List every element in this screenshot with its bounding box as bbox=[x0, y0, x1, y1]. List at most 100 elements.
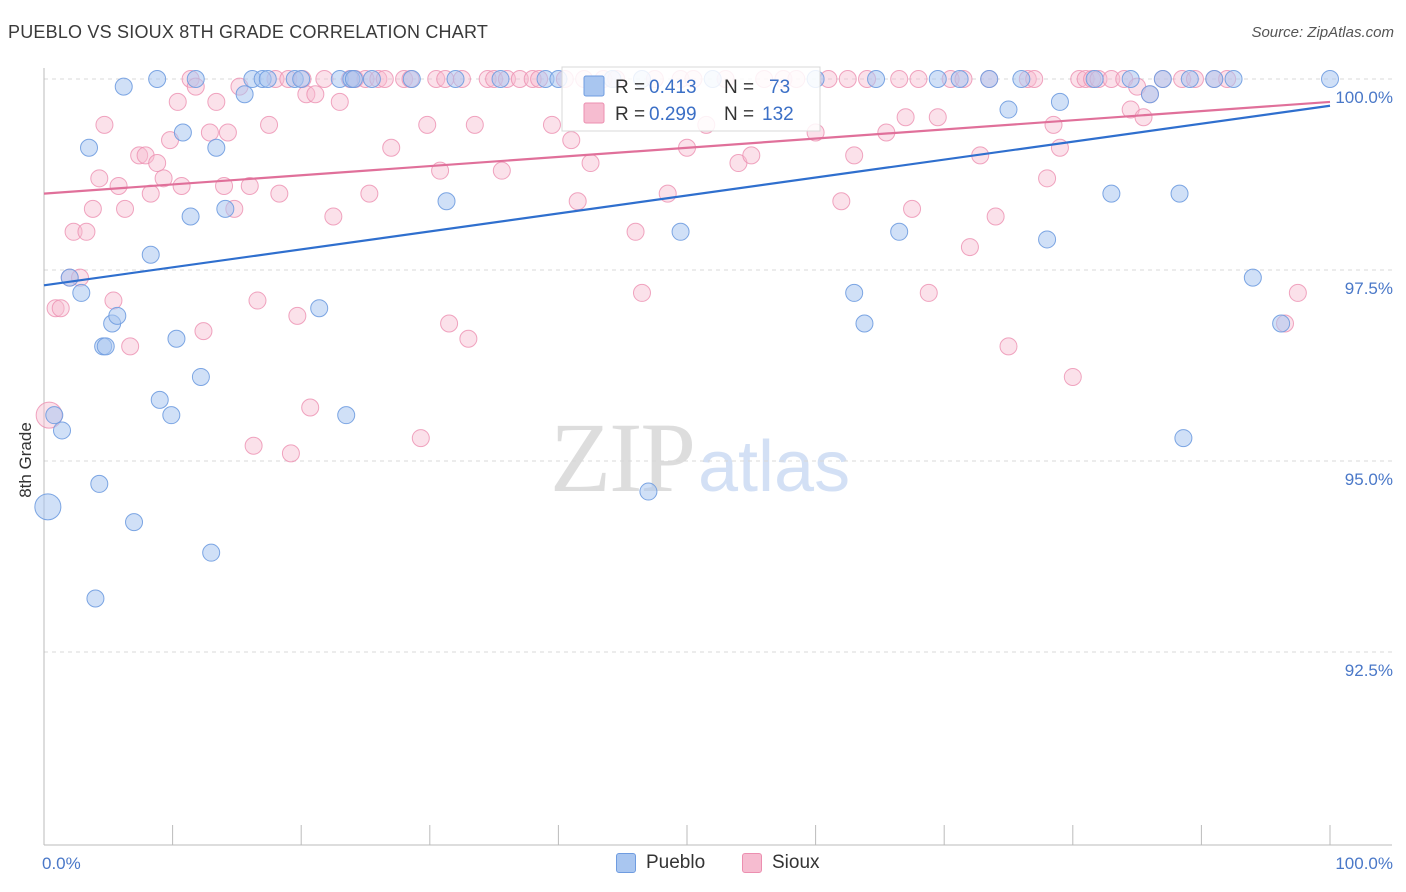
trend-line-pueblo bbox=[43, 104, 1331, 287]
pueblo-point-41 bbox=[491, 70, 510, 88]
sioux-point-101 bbox=[890, 70, 909, 88]
pueblo-point-66 bbox=[1170, 184, 1189, 203]
legend-n-label-sioux: N = bbox=[724, 104, 754, 125]
y-tick-labels: 100.0% 97.5% 95.0% 92.5% bbox=[1335, 88, 1393, 680]
sioux-point-64 bbox=[465, 115, 484, 134]
sioux-point-11 bbox=[109, 176, 128, 195]
pueblo-point-58 bbox=[1012, 70, 1031, 88]
pueblo-point-65 bbox=[1153, 70, 1172, 88]
legend-item-sioux[interactable]: Sioux bbox=[742, 852, 820, 874]
pueblo-point-32 bbox=[310, 299, 329, 318]
sioux-point-58 bbox=[427, 70, 446, 88]
sioux-point-44 bbox=[315, 70, 334, 88]
sioux-point-32 bbox=[244, 436, 263, 455]
sioux-point-18 bbox=[154, 169, 173, 188]
grid-layer bbox=[44, 78, 1392, 653]
sioux-point-104 bbox=[909, 70, 928, 88]
sioux-point-69 bbox=[510, 70, 529, 88]
pueblo-point-61 bbox=[1085, 70, 1104, 88]
y-tick-label-1: 97.5% bbox=[1345, 279, 1393, 298]
sioux-point-61 bbox=[440, 314, 459, 333]
sioux-point-102 bbox=[896, 108, 915, 127]
pueblo-point-46 bbox=[639, 482, 658, 501]
sioux-point-77 bbox=[581, 154, 600, 173]
pueblo-point-23 bbox=[202, 543, 221, 562]
pueblo-point-52 bbox=[867, 70, 886, 88]
sioux-point-12 bbox=[116, 199, 135, 218]
trend-lines bbox=[43, 100, 1331, 287]
sioux-point-90 bbox=[742, 146, 761, 165]
stats-legend-frame bbox=[561, 66, 821, 132]
sioux-point-28 bbox=[218, 123, 237, 142]
y-tick-label-3: 92.5% bbox=[1345, 661, 1393, 680]
pueblo-point-47 bbox=[671, 222, 690, 241]
pueblo-point-60 bbox=[1050, 92, 1069, 111]
sioux-point-8 bbox=[90, 169, 109, 188]
pueblo-point-31 bbox=[292, 70, 311, 88]
pueblo-point-68 bbox=[1180, 70, 1199, 88]
pueblo-point-55 bbox=[950, 70, 969, 88]
sioux-point-50 bbox=[360, 184, 379, 203]
legend-swatch-sioux-bottom bbox=[742, 853, 762, 873]
sioux-point-6 bbox=[77, 222, 96, 241]
pueblo-point-19 bbox=[173, 123, 192, 142]
pueblo-point-51 bbox=[855, 314, 874, 333]
sioux-point-33 bbox=[248, 291, 267, 310]
legend-swatch-sioux bbox=[583, 102, 605, 124]
legend-item-pueblo[interactable]: Pueblo bbox=[616, 852, 705, 874]
sioux-point-136 bbox=[1288, 283, 1307, 302]
pueblo-point-69 bbox=[1205, 70, 1224, 88]
sioux-point-57 bbox=[418, 115, 437, 134]
sioux-point-45 bbox=[324, 207, 343, 226]
pueblo-point-22 bbox=[191, 367, 210, 386]
pueblo-point-17 bbox=[162, 406, 181, 425]
legend-r-value-sioux: 0.299 bbox=[649, 104, 697, 125]
sioux-point-1 bbox=[46, 299, 65, 318]
pueblo-point-71 bbox=[1243, 268, 1262, 287]
pueblo-point-24 bbox=[207, 138, 226, 157]
pueblo-point-53 bbox=[890, 222, 909, 241]
pueblo-point-6 bbox=[86, 589, 105, 608]
axis-layer bbox=[43, 68, 1392, 846]
legend-n-label-pueblo: N = bbox=[724, 77, 754, 98]
pueblo-point-21 bbox=[186, 70, 205, 88]
sioux-point-75 bbox=[568, 192, 587, 211]
pueblo-point-9 bbox=[96, 337, 115, 356]
pueblo-point-64 bbox=[1140, 85, 1159, 104]
sioux-point-72 bbox=[542, 115, 561, 134]
pueblo-point-67 bbox=[1174, 429, 1193, 448]
sioux-point-39 bbox=[288, 306, 307, 325]
sioux-point-106 bbox=[928, 108, 947, 127]
sioux-point-46 bbox=[330, 92, 349, 111]
pueblo-point-25 bbox=[216, 199, 235, 218]
series-legend: Pueblo Sioux bbox=[0, 850, 1406, 878]
sioux-point-17 bbox=[148, 154, 167, 173]
source-label[interactable]: Source: ZipAtlas.com bbox=[1251, 24, 1394, 41]
chart-title: PUEBLO VS SIOUX 8TH GRADE CORRELATION CH… bbox=[8, 22, 489, 42]
pueblo-point-73 bbox=[1321, 70, 1339, 88]
x-tick-labels: 0.0% 100.0% bbox=[42, 854, 1393, 873]
sioux-point-7 bbox=[83, 199, 102, 218]
pueblo-point-18 bbox=[167, 329, 186, 348]
pueblo-point-57 bbox=[999, 100, 1018, 119]
sioux-point-14 bbox=[130, 146, 149, 165]
sioux-point-43 bbox=[306, 85, 325, 104]
sioux-point-9 bbox=[95, 115, 114, 134]
pueblo-point-39 bbox=[437, 192, 456, 211]
pueblo-point-29 bbox=[258, 70, 277, 88]
pueblo-point-59 bbox=[1038, 230, 1057, 249]
sioux-point-4 bbox=[64, 222, 83, 241]
pueblo-point-2 bbox=[53, 421, 72, 440]
legend-r-label-sioux: R = bbox=[615, 104, 645, 125]
legend-r-value-pueblo: 0.413 bbox=[649, 77, 697, 98]
pueblo-point-40 bbox=[446, 70, 465, 88]
sioux-point-112 bbox=[986, 207, 1005, 226]
x-tick-label-1: 100.0% bbox=[1335, 854, 1393, 873]
sioux-point-25 bbox=[200, 123, 219, 142]
sioux-point-116 bbox=[1038, 169, 1057, 188]
sioux-point-10 bbox=[104, 291, 123, 310]
sioux-point-42 bbox=[301, 398, 320, 417]
sioux-point-97 bbox=[838, 70, 857, 88]
sioux-point-80 bbox=[626, 222, 645, 241]
pueblo-point-7 bbox=[90, 474, 109, 493]
